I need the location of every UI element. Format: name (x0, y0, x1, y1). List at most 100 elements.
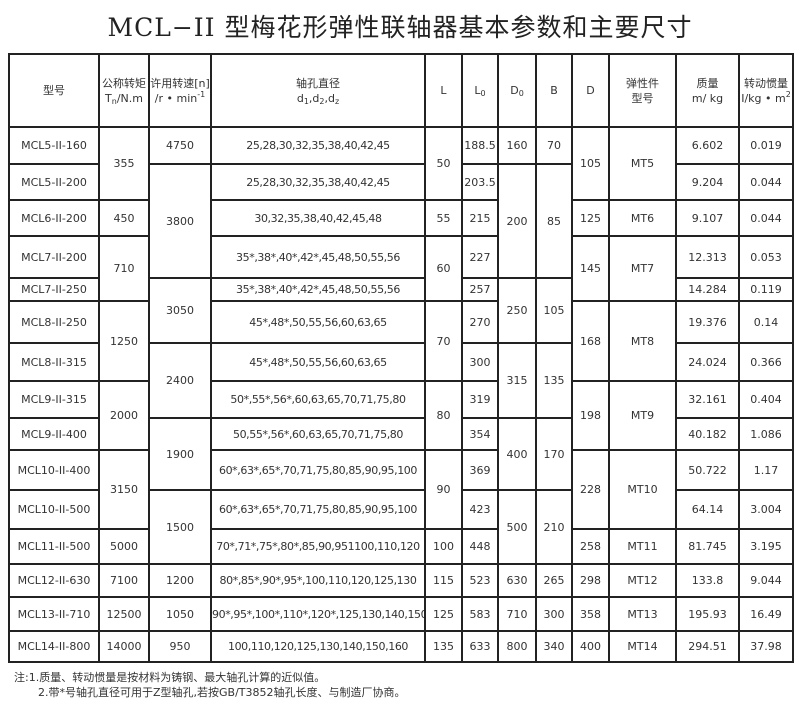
table-cell: 14000 (98, 630, 150, 663)
page-title: MCL−II 型梅花形弹性联轴器基本参数和主要尺寸 (107, 13, 693, 42)
table-cell: 90*,95*,100*,110*,120*,125,130,140,150 (210, 596, 426, 632)
table-cell: MT9 (608, 380, 677, 451)
model-cell: MCL10-II-500 (8, 489, 100, 530)
table-cell: 25,28,30,32,35,38,40,42,45 (210, 126, 426, 165)
table-cell: MT11 (608, 528, 677, 565)
table-cell: 250 (497, 277, 537, 344)
header-inertia: 转动惯量 I/kg • m2 (738, 53, 794, 128)
table-row: MCL5-II-160 355 4750 25,28,30,32,35,38,40,4… (8, 126, 794, 201)
table-cell: 448 (461, 528, 499, 565)
table-row: MCL11-II-500 5000 70*,71*,75*,80*,85,90,95… (8, 528, 794, 565)
table-cell: 633 (461, 630, 499, 663)
table-cell: 35*,38*,40*,42*,45,48,50,55,56 (210, 235, 426, 279)
table-cell: MT14 (608, 630, 677, 663)
table-cell: 400 (497, 417, 537, 491)
table-cell: 90 (424, 449, 463, 530)
model-cell: MCL8-II-250 (8, 300, 100, 344)
table-cell: 354 (461, 417, 499, 451)
table-cell: 319 (461, 380, 499, 419)
table-cell: 1900 (148, 417, 212, 491)
table-cell: 228 (571, 449, 610, 530)
model-cell: MCL12-II-630 (8, 563, 100, 598)
table-cell: 55 (424, 199, 463, 237)
table-cell: 40.182 (675, 417, 740, 451)
note-2: 2.带*号轴孔直径可用于Z型轴孔,若按GB/T3852轴孔长度、与制造厂协商。 (38, 686, 406, 699)
table-cell: 135 (535, 342, 573, 419)
table-cell: 0.044 (738, 199, 794, 237)
table-cell: 45*,48*,50,55,56,60,63,65 (210, 342, 426, 382)
coupling-parameter-table: 型号 公称转矩 Tn/N.m 许用转速[n]/r • min-1 轴孔直径 d1,d… (8, 53, 794, 663)
table-cell: 24.024 (675, 342, 740, 382)
model-cell: MCL7-II-200 (8, 235, 100, 279)
table-cell: 188.5 (461, 126, 499, 165)
table-cell: 270 (461, 300, 499, 344)
table-cell: 203.5 (461, 163, 499, 201)
header-speed-label: 许用转速[n] (150, 76, 210, 90)
table-cell: 710 (497, 596, 537, 632)
model-cell: MCL7-II-250 (8, 277, 100, 302)
table-cell: 950 (148, 630, 212, 663)
table-cell: MT10 (608, 449, 677, 530)
header-speed: 许用转速[n]/r • min-1 (148, 53, 212, 128)
table-cell: 30,32,35,38,40,42,45,48 (210, 199, 426, 237)
notes: 注:1.质量、转动惯量是按材料为铸钢、最大轴孔计算的近似值。 2.带*号轴孔直径… (14, 670, 406, 700)
table-cell: 7100 (98, 563, 150, 598)
header-L: L (424, 53, 463, 128)
table-cell: 195.93 (675, 596, 740, 632)
table-cell: 258 (571, 528, 610, 565)
header-D-label: D (586, 84, 595, 97)
header-elastic: 弹性件 型号 (608, 53, 677, 128)
header-L-label: L (440, 84, 447, 97)
table-cell: MT5 (608, 126, 677, 201)
table-cell: 80 (424, 380, 463, 451)
table-row: MCL8-II-250 1250 45*,48*,50,55,56,60,63,65… (8, 300, 794, 382)
table-cell: 265 (535, 563, 573, 598)
table-cell: 0.404 (738, 380, 794, 419)
header-B-label: B (550, 84, 558, 97)
header-torque-unit: Tn/N.m (105, 91, 143, 106)
table-cell: 60*,63*,65*,70,71,75,80,85,90,95,100 (210, 489, 426, 530)
table-cell: 450 (98, 199, 150, 237)
table-cell: 215 (461, 199, 499, 237)
table-body: MCL5-II-160 355 4750 25,28,30,32,35,38,40,4… (8, 126, 794, 663)
table-cell: 0.053 (738, 235, 794, 279)
table-cell: 210 (535, 489, 573, 565)
table-row: MCL14-II-800 14000 950 100,110,120,125,130,… (8, 630, 794, 663)
header-speed-unit: /r • min-1 (154, 89, 206, 105)
header-bore-symbols: d1,d2,dz (296, 91, 340, 106)
table-cell: 145 (571, 235, 610, 302)
header-L0: L0 (461, 53, 499, 128)
table-cell: 1.086 (738, 417, 794, 451)
header-row: 型号 公称转矩 Tn/N.m 许用转速[n]/r • min-1 轴孔直径 d1,d… (8, 53, 794, 128)
table-cell: 257 (461, 277, 499, 302)
table-cell: 9.107 (675, 199, 740, 237)
table-cell: 50.722 (675, 449, 740, 491)
table-cell: 3.004 (738, 489, 794, 530)
table-cell: 25,28,30,32,35,38,40,42,45 (210, 163, 426, 201)
table-row: MCL10-II-500 1500 60*,63*,65*,70,71,75,80,… (8, 489, 794, 565)
table-cell: 125 (571, 199, 610, 237)
table-cell: 50 (424, 126, 463, 201)
table-cell: 19.376 (675, 300, 740, 344)
table-cell: 423 (461, 489, 499, 530)
model-cell: MCL14-II-800 (8, 630, 100, 663)
table-cell: 400 (571, 630, 610, 663)
table-cell: 60 (424, 235, 463, 302)
table-row: MCL12-II-630 7100 1200 80*,85*,90*,95*,100,… (8, 563, 794, 598)
table-cell: 2400 (148, 342, 212, 419)
table-cell: 1200 (148, 563, 212, 598)
table-cell: 800 (497, 630, 537, 663)
table-cell: 1500 (148, 489, 212, 565)
table-row: MCL7-II-250 3050 35*,38*,40*,42*,45,48,50,… (8, 277, 794, 344)
table-cell: 3.195 (738, 528, 794, 565)
table-cell: 355 (98, 126, 150, 201)
table-cell: MT6 (608, 199, 677, 237)
table-row: MCL9-II-315 2000 50*,55*,56*,60,63,65,70,7… (8, 380, 794, 451)
table-cell: 3800 (148, 163, 212, 279)
table-cell: 60*,63*,65*,70,71,75,80,85,90,95,100 (210, 449, 426, 491)
table-cell: 0.044 (738, 163, 794, 201)
table-cell: 500 (497, 489, 537, 565)
table-cell: 16.49 (738, 596, 794, 632)
table-cell: 315 (497, 342, 537, 419)
table-cell: 9.044 (738, 563, 794, 598)
